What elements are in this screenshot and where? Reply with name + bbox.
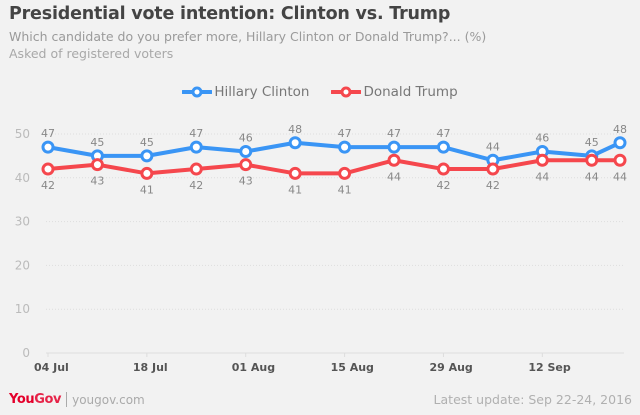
- data-point-clinton: [288, 136, 302, 150]
- data-point-clinton: [387, 140, 401, 154]
- data-point-clinton: [613, 136, 627, 150]
- data-point-clinton: [338, 140, 352, 154]
- data-point-clinton: [436, 140, 450, 154]
- data-point-trump: [613, 153, 627, 167]
- chart-subtitle: Which candidate do you prefer more, Hill…: [9, 29, 487, 44]
- data-label-trump: 43: [239, 175, 253, 188]
- data-label-clinton: 48: [613, 123, 627, 136]
- data-label-trump: 44: [535, 170, 549, 183]
- data-point-clinton: [189, 140, 203, 154]
- data-point-trump: [90, 158, 104, 172]
- data-label-clinton: 47: [189, 127, 203, 140]
- data-label-trump: 43: [90, 175, 104, 188]
- x-tick-label: 12 Sep: [528, 361, 571, 374]
- y-tick-label: 10: [15, 302, 30, 316]
- data-point-trump: [239, 158, 253, 172]
- data-point-clinton: [140, 149, 154, 163]
- y-tick-label: 20: [15, 258, 30, 272]
- data-label-trump: 41: [338, 183, 352, 196]
- legend-label-clinton: Hillary Clinton: [214, 84, 310, 100]
- data-label-clinton: 46: [239, 132, 253, 145]
- chart-title: Presidential vote intention: Clinton vs.…: [9, 4, 451, 24]
- y-tick-label: 50: [15, 127, 30, 141]
- x-tick-label: 29 Aug: [429, 361, 472, 374]
- legend-marker-clinton-icon: [182, 86, 213, 98]
- legend-item-clinton[interactable]: Hillary Clinton: [182, 84, 309, 100]
- legend-label-trump: Donald Trump: [363, 84, 458, 100]
- data-point-trump: [41, 162, 55, 176]
- series-line-clinton: [47, 140, 621, 163]
- data-point-clinton: [239, 145, 253, 159]
- data-label-trump: 42: [436, 179, 450, 192]
- data-label-trump: 41: [140, 183, 154, 196]
- series-line-trump: [47, 158, 620, 176]
- data-label-clinton: 47: [436, 127, 450, 140]
- data-label-trump: 41: [288, 183, 302, 196]
- chart-note: Asked of registered voters: [9, 46, 174, 61]
- data-label-clinton: 44: [486, 140, 500, 153]
- data-point-trump: [338, 166, 352, 180]
- data-label-trump: 44: [387, 170, 401, 183]
- data-point-trump: [585, 153, 599, 167]
- data-label-clinton: 46: [535, 132, 549, 145]
- data-point-trump: [189, 162, 203, 176]
- data-label-clinton: 47: [387, 127, 401, 140]
- data-label-clinton: 45: [140, 136, 154, 149]
- data-label-trump: 42: [486, 179, 500, 192]
- data-point-trump: [140, 166, 154, 180]
- data-label-clinton: 47: [338, 127, 352, 140]
- latest-update: Latest update: Sep 22-24, 2016: [433, 392, 632, 407]
- y-tick-label: 0: [22, 346, 30, 360]
- footer-brand: YouGov yougov.com: [9, 392, 145, 407]
- y-tick-label: 30: [15, 215, 30, 229]
- footer-site-link[interactable]: yougov.com: [72, 392, 145, 407]
- data-label-clinton: 45: [90, 136, 104, 149]
- x-tick-label: 04 Jul: [34, 361, 69, 374]
- data-point-trump: [436, 162, 450, 176]
- data-label-trump: 44: [585, 170, 599, 183]
- legend-item-trump[interactable]: Donald Trump: [331, 84, 458, 100]
- data-label-trump: 42: [41, 179, 55, 192]
- y-tick-label: 40: [15, 171, 30, 185]
- x-tick-label: 18 Jul: [133, 361, 168, 374]
- data-point-trump: [535, 153, 549, 167]
- yougov-logo: YouGov: [9, 392, 62, 407]
- data-label-clinton: 45: [585, 136, 599, 149]
- data-point-clinton: [41, 140, 55, 154]
- data-label-clinton: 47: [41, 127, 55, 140]
- data-point-trump: [387, 153, 401, 167]
- data-point-trump: [486, 162, 500, 176]
- legend: Hillary Clinton Donald Trump: [0, 84, 640, 100]
- data-label-trump: 42: [189, 179, 203, 192]
- x-tick-label: 15 Aug: [331, 361, 374, 374]
- x-tick-label: 01 Aug: [232, 361, 275, 374]
- data-label-clinton: 48: [288, 123, 302, 136]
- footer-divider: [66, 392, 68, 407]
- legend-marker-trump-icon: [331, 86, 362, 98]
- data-point-trump: [288, 166, 302, 180]
- data-label-trump: 44: [613, 170, 627, 183]
